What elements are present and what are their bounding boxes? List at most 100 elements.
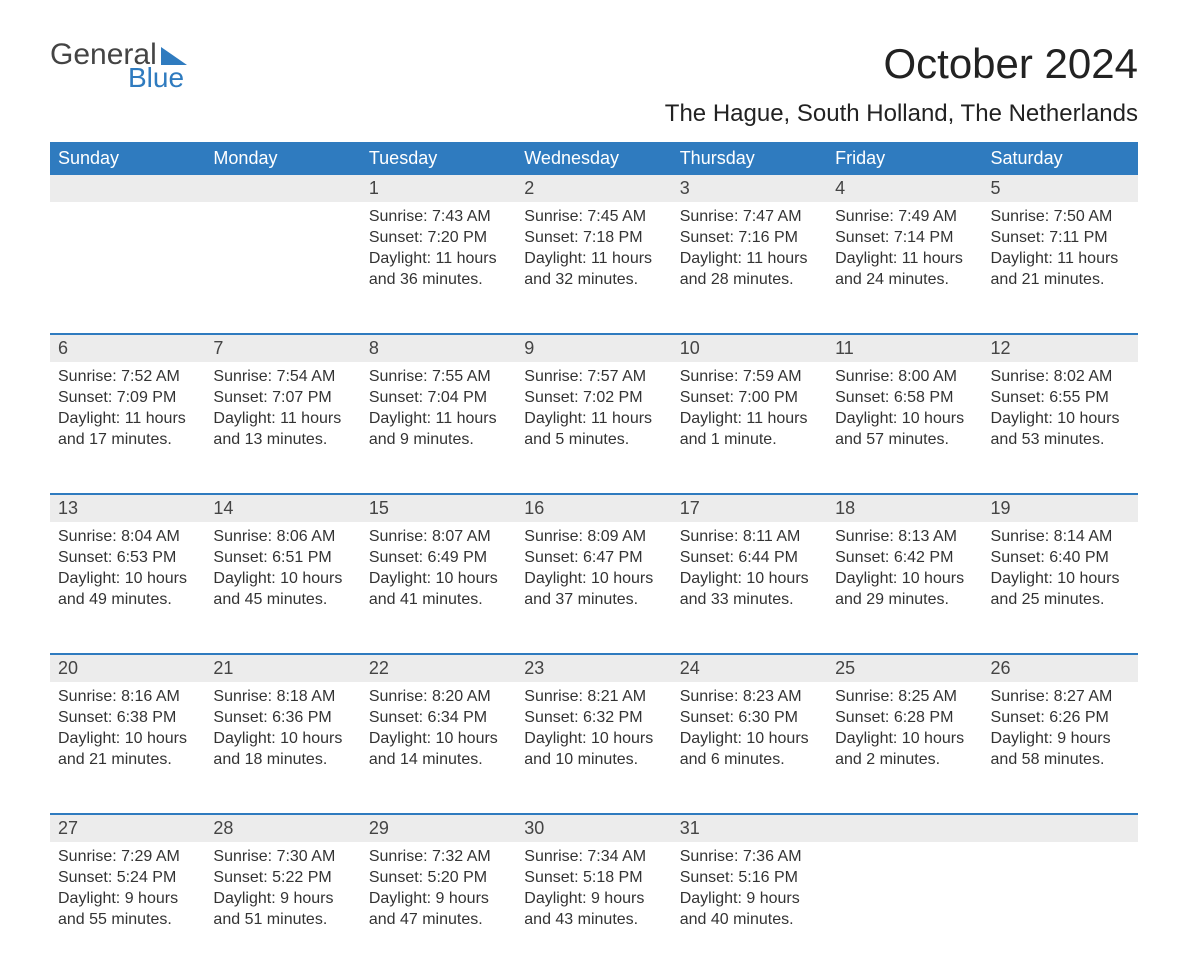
day-number-cell: 23 <box>516 654 671 682</box>
day-info-line: Sunset: 7:14 PM <box>835 227 974 248</box>
day-info-line: Daylight: 11 hours <box>991 248 1130 269</box>
day-body-cell <box>205 202 360 334</box>
day-info-line: and 28 minutes. <box>680 269 819 290</box>
day-body-cell: Sunrise: 8:23 AMSunset: 6:30 PMDaylight:… <box>672 682 827 814</box>
day-info-line: Sunset: 6:34 PM <box>369 707 508 728</box>
day-info-line: Sunrise: 8:02 AM <box>991 366 1130 387</box>
day-info-line: Daylight: 10 hours <box>991 408 1130 429</box>
day-info-line: Sunset: 6:58 PM <box>835 387 974 408</box>
day-body-cell: Sunrise: 7:49 AMSunset: 7:14 PMDaylight:… <box>827 202 982 334</box>
day-info-line: Sunrise: 7:30 AM <box>213 846 352 867</box>
day-info-line: Daylight: 9 hours <box>58 888 197 909</box>
day-number-cell: 1 <box>361 175 516 202</box>
day-info-line: Sunset: 6:32 PM <box>524 707 663 728</box>
day-body-cell: Sunrise: 8:18 AMSunset: 6:36 PMDaylight:… <box>205 682 360 814</box>
day-info-line: and 18 minutes. <box>213 749 352 770</box>
day-body-cell <box>50 202 205 334</box>
day-info-line: Sunrise: 8:04 AM <box>58 526 197 547</box>
day-info-line: and 51 minutes. <box>213 909 352 930</box>
day-number-cell: 22 <box>361 654 516 682</box>
day-number-cell: 21 <box>205 654 360 682</box>
day-info-line: Daylight: 9 hours <box>680 888 819 909</box>
day-number-cell: 13 <box>50 494 205 522</box>
day-number-cell: 18 <box>827 494 982 522</box>
day-info-line: Sunset: 7:20 PM <box>369 227 508 248</box>
day-number-cell: 8 <box>361 334 516 362</box>
day-number-cell: 7 <box>205 334 360 362</box>
day-number-cell: 19 <box>983 494 1138 522</box>
day-number-cell: 9 <box>516 334 671 362</box>
day-info-line: Daylight: 11 hours <box>369 408 508 429</box>
day-info-line: Daylight: 10 hours <box>991 568 1130 589</box>
day-number-cell <box>983 814 1138 842</box>
day-info-line: Sunset: 6:42 PM <box>835 547 974 568</box>
day-info-line: Sunset: 5:18 PM <box>524 867 663 888</box>
day-info-line: and 41 minutes. <box>369 589 508 610</box>
day-info-line: Sunrise: 7:34 AM <box>524 846 663 867</box>
day-body-cell: Sunrise: 8:27 AMSunset: 6:26 PMDaylight:… <box>983 682 1138 814</box>
day-info-line: Daylight: 10 hours <box>680 568 819 589</box>
day-info-line: and 43 minutes. <box>524 909 663 930</box>
day-info-line: Sunrise: 7:50 AM <box>991 206 1130 227</box>
day-number-cell: 16 <box>516 494 671 522</box>
day-info-line: Daylight: 10 hours <box>835 728 974 749</box>
day-info-line: Daylight: 9 hours <box>369 888 508 909</box>
day-info-line: and 21 minutes. <box>58 749 197 770</box>
day-body-cell: Sunrise: 7:54 AMSunset: 7:07 PMDaylight:… <box>205 362 360 494</box>
day-number-cell: 25 <box>827 654 982 682</box>
day-info-line: Sunset: 6:55 PM <box>991 387 1130 408</box>
dow-header: Friday <box>827 142 982 175</box>
day-body-cell: Sunrise: 8:11 AMSunset: 6:44 PMDaylight:… <box>672 522 827 654</box>
day-info-line: Sunset: 6:44 PM <box>680 547 819 568</box>
day-number-cell <box>50 175 205 202</box>
day-info-line: and 57 minutes. <box>835 429 974 450</box>
day-info-line: and 17 minutes. <box>58 429 197 450</box>
day-info-line: and 2 minutes. <box>835 749 974 770</box>
day-number-cell: 2 <box>516 175 671 202</box>
day-number-cell: 6 <box>50 334 205 362</box>
calendar-table: Sunday Monday Tuesday Wednesday Thursday… <box>50 142 1138 974</box>
day-info-line: Sunrise: 8:07 AM <box>369 526 508 547</box>
day-info-line: Sunrise: 7:57 AM <box>524 366 663 387</box>
day-number-cell: 30 <box>516 814 671 842</box>
day-info-line: Daylight: 10 hours <box>369 568 508 589</box>
day-info-line: and 40 minutes. <box>680 909 819 930</box>
day-body-cell: Sunrise: 7:30 AMSunset: 5:22 PMDaylight:… <box>205 842 360 974</box>
day-body-cell: Sunrise: 8:00 AMSunset: 6:58 PMDaylight:… <box>827 362 982 494</box>
day-body-cell: Sunrise: 7:36 AMSunset: 5:16 PMDaylight:… <box>672 842 827 974</box>
day-body-cell: Sunrise: 7:43 AMSunset: 7:20 PMDaylight:… <box>361 202 516 334</box>
day-info-line: Sunrise: 7:32 AM <box>369 846 508 867</box>
day-info-line: and 13 minutes. <box>213 429 352 450</box>
location: The Hague, South Holland, The Netherland… <box>665 100 1138 128</box>
day-info-line: Sunrise: 8:16 AM <box>58 686 197 707</box>
day-number-cell: 5 <box>983 175 1138 202</box>
day-info-line: Sunset: 6:51 PM <box>213 547 352 568</box>
day-number-cell: 14 <box>205 494 360 522</box>
day-info-line: Sunset: 6:36 PM <box>213 707 352 728</box>
day-number-cell: 31 <box>672 814 827 842</box>
day-info-line: and 10 minutes. <box>524 749 663 770</box>
day-info-line: and 1 minute. <box>680 429 819 450</box>
day-body-cell: Sunrise: 8:25 AMSunset: 6:28 PMDaylight:… <box>827 682 982 814</box>
day-number-cell: 24 <box>672 654 827 682</box>
day-info-line: Sunrise: 7:47 AM <box>680 206 819 227</box>
day-number-cell: 17 <box>672 494 827 522</box>
day-body-cell: Sunrise: 8:21 AMSunset: 6:32 PMDaylight:… <box>516 682 671 814</box>
day-info-line: Sunset: 7:07 PM <box>213 387 352 408</box>
day-body-cell: Sunrise: 7:55 AMSunset: 7:04 PMDaylight:… <box>361 362 516 494</box>
day-body-cell: Sunrise: 7:34 AMSunset: 5:18 PMDaylight:… <box>516 842 671 974</box>
day-info-line: Sunset: 7:09 PM <box>58 387 197 408</box>
day-info-line: Sunset: 6:53 PM <box>58 547 197 568</box>
day-info-line: and 25 minutes. <box>991 589 1130 610</box>
day-body-cell: Sunrise: 8:13 AMSunset: 6:42 PMDaylight:… <box>827 522 982 654</box>
day-info-line: Daylight: 10 hours <box>835 568 974 589</box>
day-info-line: Daylight: 10 hours <box>835 408 974 429</box>
day-number-cell: 28 <box>205 814 360 842</box>
day-body-cell <box>983 842 1138 974</box>
day-info-line: Sunrise: 8:23 AM <box>680 686 819 707</box>
day-info-line: Sunrise: 7:43 AM <box>369 206 508 227</box>
day-info-line: Sunrise: 8:18 AM <box>213 686 352 707</box>
day-info-line: Daylight: 10 hours <box>369 728 508 749</box>
dow-header: Saturday <box>983 142 1138 175</box>
day-info-line: and 14 minutes. <box>369 749 508 770</box>
